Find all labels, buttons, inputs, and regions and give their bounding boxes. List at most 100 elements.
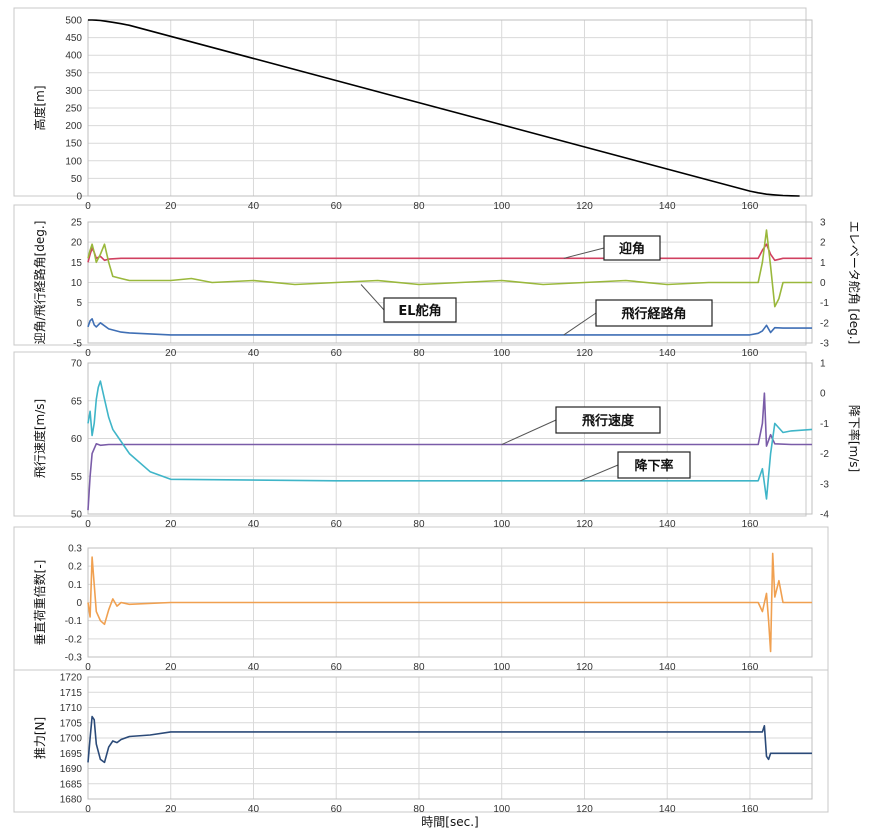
y-tick-label: 55 [71,472,83,483]
x-tick-label: 140 [659,804,676,815]
callout-box [603,235,661,261]
y-axis-label: 迎角/飛行経路角[deg.] [32,221,47,345]
y-tick-label: 350 [65,68,82,79]
series-line [87,317,812,336]
y2-tick-label: -3 [820,479,829,490]
y2-tick-label: 2 [820,238,826,249]
y-tick-label: 70 [71,359,83,370]
plot-area [87,362,813,515]
y-tick-label: 0 [76,192,82,203]
y-tick-label: -0.2 [65,634,83,645]
y-tick-label: 150 [65,139,82,150]
y-tick-label: 1715 [60,688,83,699]
series-line [87,715,812,764]
series-line [87,243,812,263]
x-tick-label: 100 [493,201,510,212]
x-tick-label: 40 [248,662,260,673]
callout-box [617,451,691,479]
y-tick-label: 400 [65,51,82,62]
y2-tick-label: 0 [820,278,826,289]
y-tick-label: 0.1 [68,580,82,591]
y-tick-label: 15 [71,258,83,269]
x-tick-label: 0 [85,519,91,530]
callout-text: EL舵角 [398,303,441,319]
panel-frame [13,351,807,517]
callout-leader [580,464,619,482]
x-tick-label: 100 [493,348,510,359]
x-tick-label: 140 [659,662,676,673]
x-tick-label: 0 [85,201,91,212]
x-tick-label: 0 [85,662,91,673]
x-tick-label: 40 [248,201,260,212]
x-tick-label: 100 [493,804,510,815]
x-tick-label: 120 [576,804,593,815]
series-line [87,229,812,308]
y-tick-label: -0.1 [65,616,83,627]
y-tick-label: 1710 [60,703,83,714]
callout-box [595,299,713,327]
x-tick-label: 160 [742,519,759,530]
y-tick-label: 0.3 [68,544,82,555]
x-tick-label: 100 [493,662,510,673]
x-tick-label: 160 [742,348,759,359]
y-tick-label: 50 [71,510,83,521]
callout-leader [563,312,597,336]
series-line [87,380,813,500]
x-tick-label: 20 [165,519,177,530]
y-tick-label: 1690 [60,764,83,775]
x-tick-label: 0 [85,804,91,815]
y2-tick-label: 1 [820,359,826,370]
y-tick-label: 60 [71,434,83,445]
y-tick-label: 0 [76,598,82,609]
y2-tick-label: 3 [820,218,826,229]
y-tick-label: 10 [71,278,83,289]
callout-box [383,297,457,323]
series-line [87,552,812,653]
callout-text: 降下率 [634,458,673,474]
y2-tick-label: -2 [820,449,829,460]
y-axis-label: 推力[N] [33,717,47,759]
y2-axis-label: 降下率[m/s] [847,405,862,472]
x-tick-label: 60 [331,519,343,530]
x-tick-label: 40 [248,804,260,815]
plot-area [87,19,813,197]
y2-tick-label: -3 [820,339,829,350]
callout-text: 飛行経路角 [620,306,686,322]
x-tick-label: 80 [413,348,425,359]
callout-leader [563,247,605,259]
y-tick-label: 1705 [60,718,83,729]
y-axis-label: 飛行速度[m/s] [32,399,47,478]
x-axis-title: 時間[sec.] [421,815,478,829]
x-tick-label: 20 [165,804,177,815]
y-tick-label: 1680 [60,795,83,806]
y-tick-label: -5 [73,339,82,350]
y-tick-label: 0 [76,318,82,329]
x-tick-label: 40 [248,519,260,530]
x-tick-label: 80 [413,201,425,212]
y2-axis-label: エレベータ舵角 [deg.] [847,221,862,345]
x-tick-label: 160 [742,662,759,673]
series-lines [87,19,813,764]
y2-tick-label: -1 [820,419,829,430]
x-tick-label: 120 [576,201,593,212]
callout-text: 迎角 [619,241,645,257]
x-tick-label: 80 [413,519,425,530]
tick-labels: 500450400350300250200150100500高度[m]25201… [32,16,862,816]
x-tick-label: 160 [742,201,759,212]
x-tick-label: 120 [576,348,593,359]
y2-tick-label: 0 [820,389,826,400]
x-tick-label: 60 [331,662,343,673]
x-tick-label: 40 [248,348,260,359]
x-tick-label: 60 [331,348,343,359]
y2-tick-label: 1 [820,258,826,269]
x-tick-label: 60 [331,201,343,212]
y-tick-label: 1695 [60,749,83,760]
y-axis-label: 高度[m] [32,85,47,130]
y-tick-label: 0.2 [68,562,82,573]
y-tick-label: 300 [65,86,82,97]
x-tick-label: 80 [413,804,425,815]
x-tick-label: 20 [165,201,177,212]
x-tick-label: 160 [742,804,759,815]
